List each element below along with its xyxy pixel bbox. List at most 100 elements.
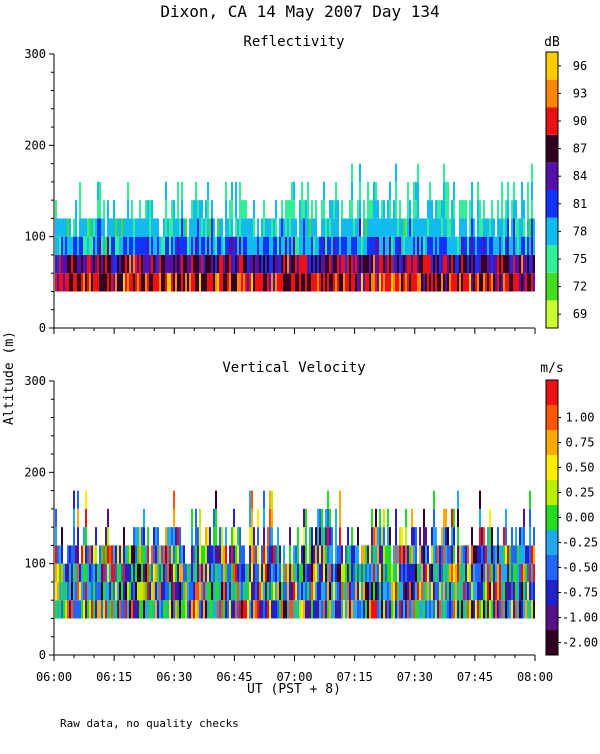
heatmap-cell — [205, 545, 207, 564]
heatmap-cell — [319, 563, 321, 582]
heatmap-cell — [505, 273, 507, 292]
heatmap-cell — [319, 527, 321, 546]
heatmap-cell — [87, 545, 89, 564]
heatmap-cell — [505, 581, 507, 601]
heatmap-cell — [299, 254, 301, 274]
heatmap-cell — [499, 236, 501, 255]
heatmap-cell — [307, 236, 309, 255]
heatmap-cell — [87, 273, 89, 292]
heatmap-cell — [111, 581, 113, 601]
heatmap-cell — [481, 581, 483, 601]
y-tick-label: 200 — [24, 465, 46, 479]
heatmap-cell — [77, 236, 79, 255]
heatmap-cell — [287, 600, 289, 619]
heatmap-cell — [253, 581, 255, 601]
heatmap-cell — [163, 273, 165, 292]
heatmap-cell — [63, 273, 65, 292]
colorbar-label: 0.75 — [566, 436, 595, 450]
heatmap-cell — [187, 581, 189, 601]
heatmap-cell — [323, 581, 325, 601]
heatmap-cell — [131, 218, 133, 237]
heatmap-cell — [289, 200, 291, 219]
heatmap-cell — [323, 218, 325, 237]
heatmap-cell — [293, 600, 295, 619]
reflectivity-colorbar-unit: dB — [544, 35, 560, 50]
heatmap-cell — [85, 527, 87, 546]
heatmap-cell — [361, 545, 363, 564]
heatmap-cell — [57, 545, 59, 564]
heatmap-cell — [463, 581, 465, 601]
heatmap-cell — [249, 273, 251, 292]
heatmap-cell — [329, 218, 331, 237]
heatmap-cell — [103, 581, 105, 601]
heatmap-cell — [469, 600, 471, 619]
heatmap-cell — [173, 563, 175, 582]
heatmap-cell — [443, 600, 445, 619]
heatmap-cell — [175, 236, 177, 255]
heatmap-cell — [257, 563, 259, 582]
heatmap-cell — [391, 254, 393, 274]
heatmap-cell — [411, 527, 413, 546]
heatmap-cell — [415, 563, 417, 582]
heatmap-cell — [211, 273, 213, 292]
heatmap-cell — [481, 218, 483, 237]
heatmap-cell — [283, 254, 285, 274]
heatmap-cell — [169, 218, 171, 237]
heatmap-cell — [113, 200, 115, 219]
heatmap-cell — [367, 200, 369, 219]
heatmap-cell — [93, 563, 95, 582]
heatmap-cell — [93, 545, 95, 564]
heatmap-cell — [397, 600, 399, 619]
heatmap-cell — [55, 508, 57, 528]
heatmap-cell — [429, 236, 431, 255]
heatmap-cell — [353, 581, 355, 601]
heatmap-cell — [401, 236, 403, 255]
heatmap-cell — [419, 581, 421, 601]
heatmap-cell — [343, 254, 345, 274]
heatmap-cell — [509, 236, 511, 255]
heatmap-cell — [279, 545, 281, 564]
heatmap-cell — [403, 273, 405, 292]
heatmap-cell — [155, 545, 157, 564]
colorbar-label: 78 — [573, 224, 587, 238]
heatmap-cell — [441, 236, 443, 255]
colorbar-label: 93 — [573, 86, 587, 100]
heatmap-cell — [465, 563, 467, 582]
heatmap-cell — [193, 563, 195, 582]
heatmap-cell — [263, 236, 265, 255]
heatmap-cell — [299, 218, 301, 237]
heatmap-cell — [411, 581, 413, 601]
heatmap-cell — [445, 236, 447, 255]
heatmap-cell — [435, 273, 437, 292]
heatmap-cell — [357, 200, 359, 219]
heatmap-cell — [533, 545, 535, 564]
heatmap-cell — [441, 581, 443, 601]
heatmap-cell — [165, 181, 167, 201]
heatmap-cell — [245, 254, 247, 274]
heatmap-cell — [321, 581, 323, 601]
heatmap-cell — [331, 563, 333, 582]
heatmap-cell — [117, 254, 119, 274]
heatmap-cell — [269, 218, 271, 237]
heatmap-cell — [207, 581, 209, 601]
heatmap-cell — [129, 236, 131, 255]
heatmap-cell — [471, 581, 473, 601]
heatmap-cell — [225, 236, 227, 255]
colorbar-label: -2.00 — [562, 636, 598, 650]
heatmap-cell — [505, 545, 507, 564]
heatmap-cell — [315, 581, 317, 601]
heatmap-cell — [463, 600, 465, 619]
heatmap-cell — [431, 563, 433, 582]
heatmap-cell — [257, 545, 259, 564]
heatmap-cell — [437, 545, 439, 564]
heatmap-cell — [125, 254, 127, 274]
heatmap-cell — [457, 508, 459, 528]
heatmap-cell — [297, 254, 299, 274]
heatmap-cell — [451, 236, 453, 255]
heatmap-cell — [361, 563, 363, 582]
heatmap-cell — [435, 545, 437, 564]
heatmap-cell — [135, 545, 137, 564]
heatmap-cell — [119, 273, 121, 292]
heatmap-cell — [371, 273, 373, 292]
heatmap-cell — [63, 581, 65, 601]
